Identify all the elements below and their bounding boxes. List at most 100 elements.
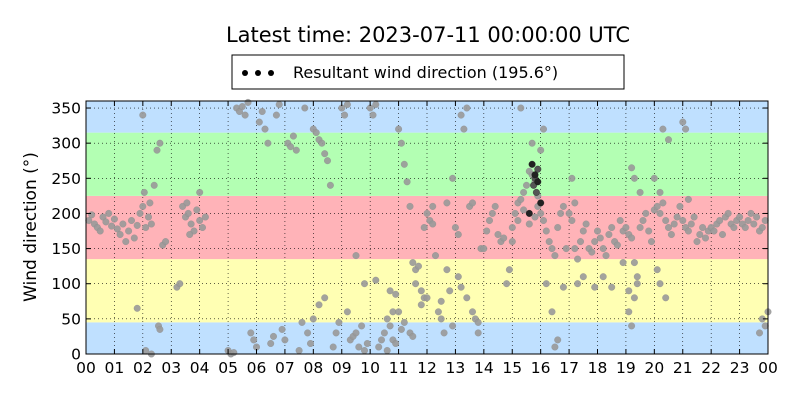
data-point (409, 332, 417, 340)
data-point (528, 160, 536, 168)
data-point (724, 209, 732, 217)
data-point (676, 202, 684, 210)
data-point (594, 227, 601, 235)
data-point (457, 111, 465, 119)
data-point (443, 266, 451, 274)
data-point (278, 325, 286, 333)
data-point (571, 199, 579, 207)
data-point (142, 347, 150, 354)
data-point (184, 209, 192, 217)
data-point (559, 202, 567, 210)
legend: Resultant wind direction (195.6°) (231, 54, 625, 90)
y-tick-label: 100 (51, 275, 81, 293)
data-point (392, 340, 400, 347)
data-point (329, 343, 337, 351)
data-point (653, 202, 661, 210)
data-point (363, 340, 371, 347)
data-point (670, 220, 678, 228)
data-point (352, 329, 360, 337)
data-point (565, 209, 573, 217)
data-point (628, 164, 636, 172)
data-point (469, 308, 476, 316)
data-point (568, 217, 576, 224)
data-point (272, 111, 280, 119)
x-tick-label: 08 (303, 359, 323, 377)
x-tick-label: 17 (559, 359, 579, 377)
data-point (659, 125, 667, 133)
x-tick-label: 19 (616, 359, 636, 377)
data-point (591, 238, 599, 246)
data-point (523, 181, 530, 189)
data-point (423, 209, 431, 217)
data-point (525, 220, 533, 228)
data-point (378, 336, 385, 344)
data-point (343, 308, 351, 316)
data-point (119, 220, 127, 228)
x-tick-label: 07 (275, 359, 295, 377)
data-point (494, 231, 502, 238)
data-point (574, 280, 582, 288)
data-point (537, 199, 545, 207)
x-tick-label: 01 (105, 359, 125, 377)
data-point (358, 322, 366, 330)
data-point (682, 125, 690, 133)
data-point (451, 224, 459, 231)
data-point (656, 188, 664, 196)
data-point (434, 308, 442, 316)
data-point (417, 301, 425, 309)
data-point (386, 287, 394, 295)
x-axis-ticks: 00 01 02 03 04 05 06 07 08 09 10 11 12 13 14 15 16 17 18 19… (76, 101, 778, 377)
x-tick-label: 00 (758, 359, 778, 377)
data-point (505, 266, 513, 274)
data-point (642, 209, 650, 217)
data-point (343, 101, 351, 108)
data-point (307, 340, 314, 347)
data-point (679, 217, 687, 224)
data-point (108, 222, 116, 230)
data-point (267, 340, 275, 347)
data-point (630, 294, 638, 302)
data-point (741, 224, 749, 231)
data-point (639, 217, 647, 224)
data-point (432, 252, 439, 260)
data-point (636, 224, 644, 231)
data-point (542, 227, 550, 235)
data-point (420, 224, 428, 231)
data-point (383, 347, 391, 354)
data-point (500, 234, 508, 242)
data-point (633, 280, 641, 288)
data-point (608, 224, 616, 231)
data-point (153, 146, 161, 154)
data-point (673, 213, 681, 221)
data-point (517, 104, 525, 112)
data-point (596, 234, 604, 242)
data-point (693, 238, 701, 246)
data-point (659, 199, 667, 207)
data-point (630, 259, 638, 267)
x-tick-label: 22 (701, 359, 721, 377)
data-point (616, 217, 624, 224)
legend-marker-dot-1 (242, 70, 248, 76)
data-point (454, 273, 462, 281)
y-tick-label: 250 (51, 170, 81, 188)
data-point (395, 125, 403, 133)
data-point (463, 294, 471, 302)
data-point (534, 178, 542, 186)
data-point (559, 283, 567, 291)
data-point (474, 318, 482, 326)
y-tick-label: 300 (51, 135, 81, 153)
data-point (628, 234, 636, 242)
data-point (397, 325, 405, 333)
data-point (679, 118, 687, 126)
data-point (140, 188, 148, 196)
data-point (656, 209, 664, 217)
data-point (650, 174, 658, 182)
data-point (255, 118, 263, 126)
data-point (699, 224, 707, 231)
data-point (579, 273, 587, 281)
data-point (375, 343, 383, 351)
data-point (102, 218, 110, 226)
data-point (608, 283, 616, 291)
x-tick-label: 18 (588, 359, 608, 377)
